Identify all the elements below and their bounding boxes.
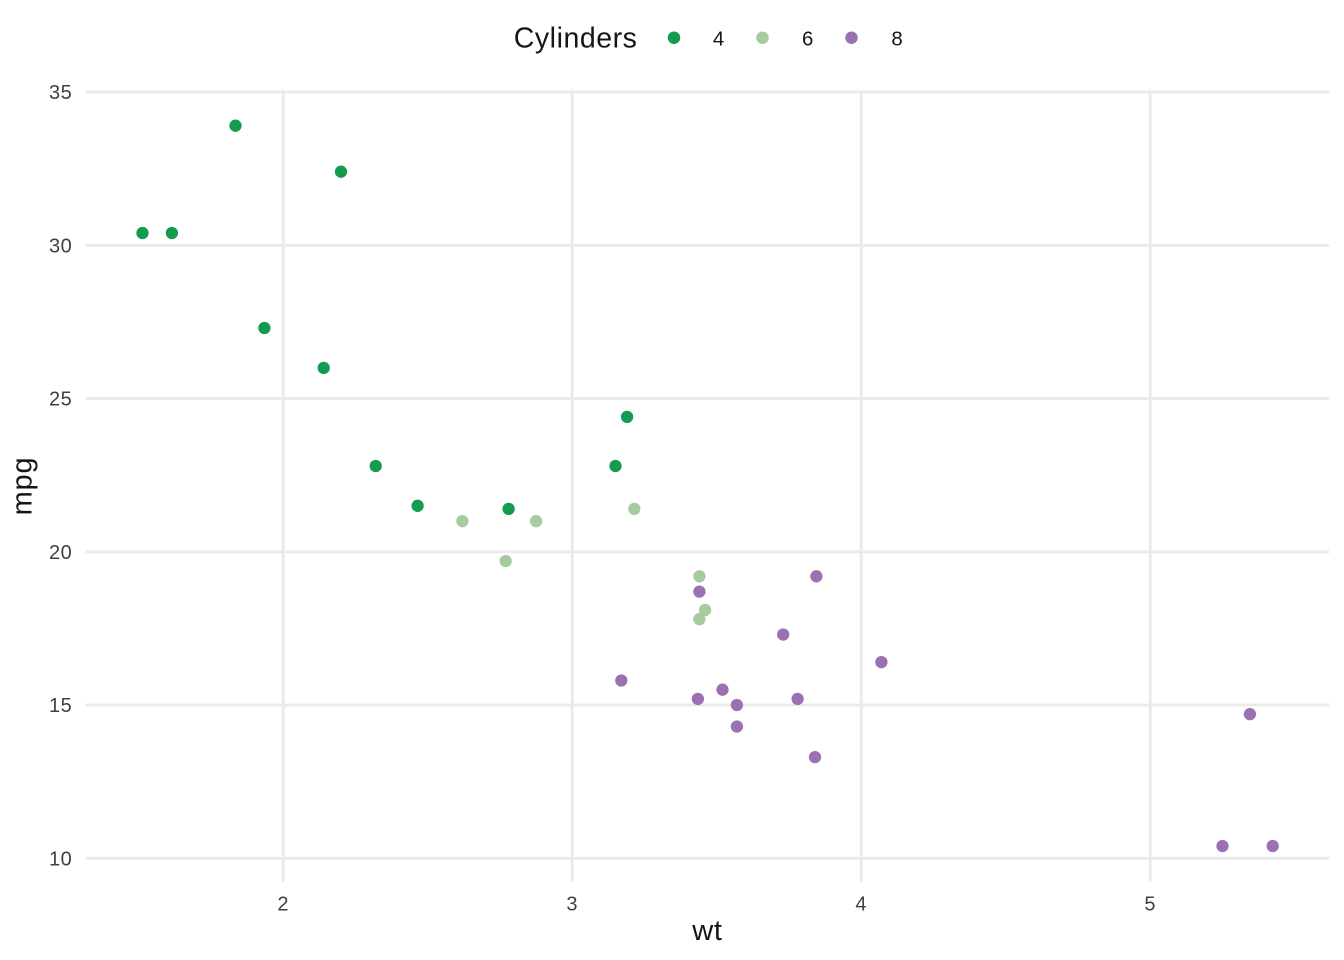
svg-text:4: 4 (713, 29, 724, 51)
svg-text:25: 25 (49, 389, 72, 411)
svg-text:35: 35 (49, 82, 72, 104)
svg-text:6: 6 (802, 29, 813, 51)
svg-text:3: 3 (566, 894, 578, 916)
svg-text:4: 4 (855, 894, 867, 916)
svg-text:15: 15 (49, 695, 72, 717)
svg-text:5: 5 (1144, 894, 1156, 916)
svg-text:wt: wt (691, 915, 723, 947)
svg-text:8: 8 (891, 29, 902, 51)
svg-text:mpg: mpg (7, 457, 39, 516)
svg-text:2: 2 (277, 894, 289, 916)
svg-text:Cylinders: Cylinders (514, 23, 638, 55)
svg-text:20: 20 (49, 542, 72, 564)
svg-text:10: 10 (49, 849, 72, 871)
svg-text:30: 30 (49, 236, 72, 258)
